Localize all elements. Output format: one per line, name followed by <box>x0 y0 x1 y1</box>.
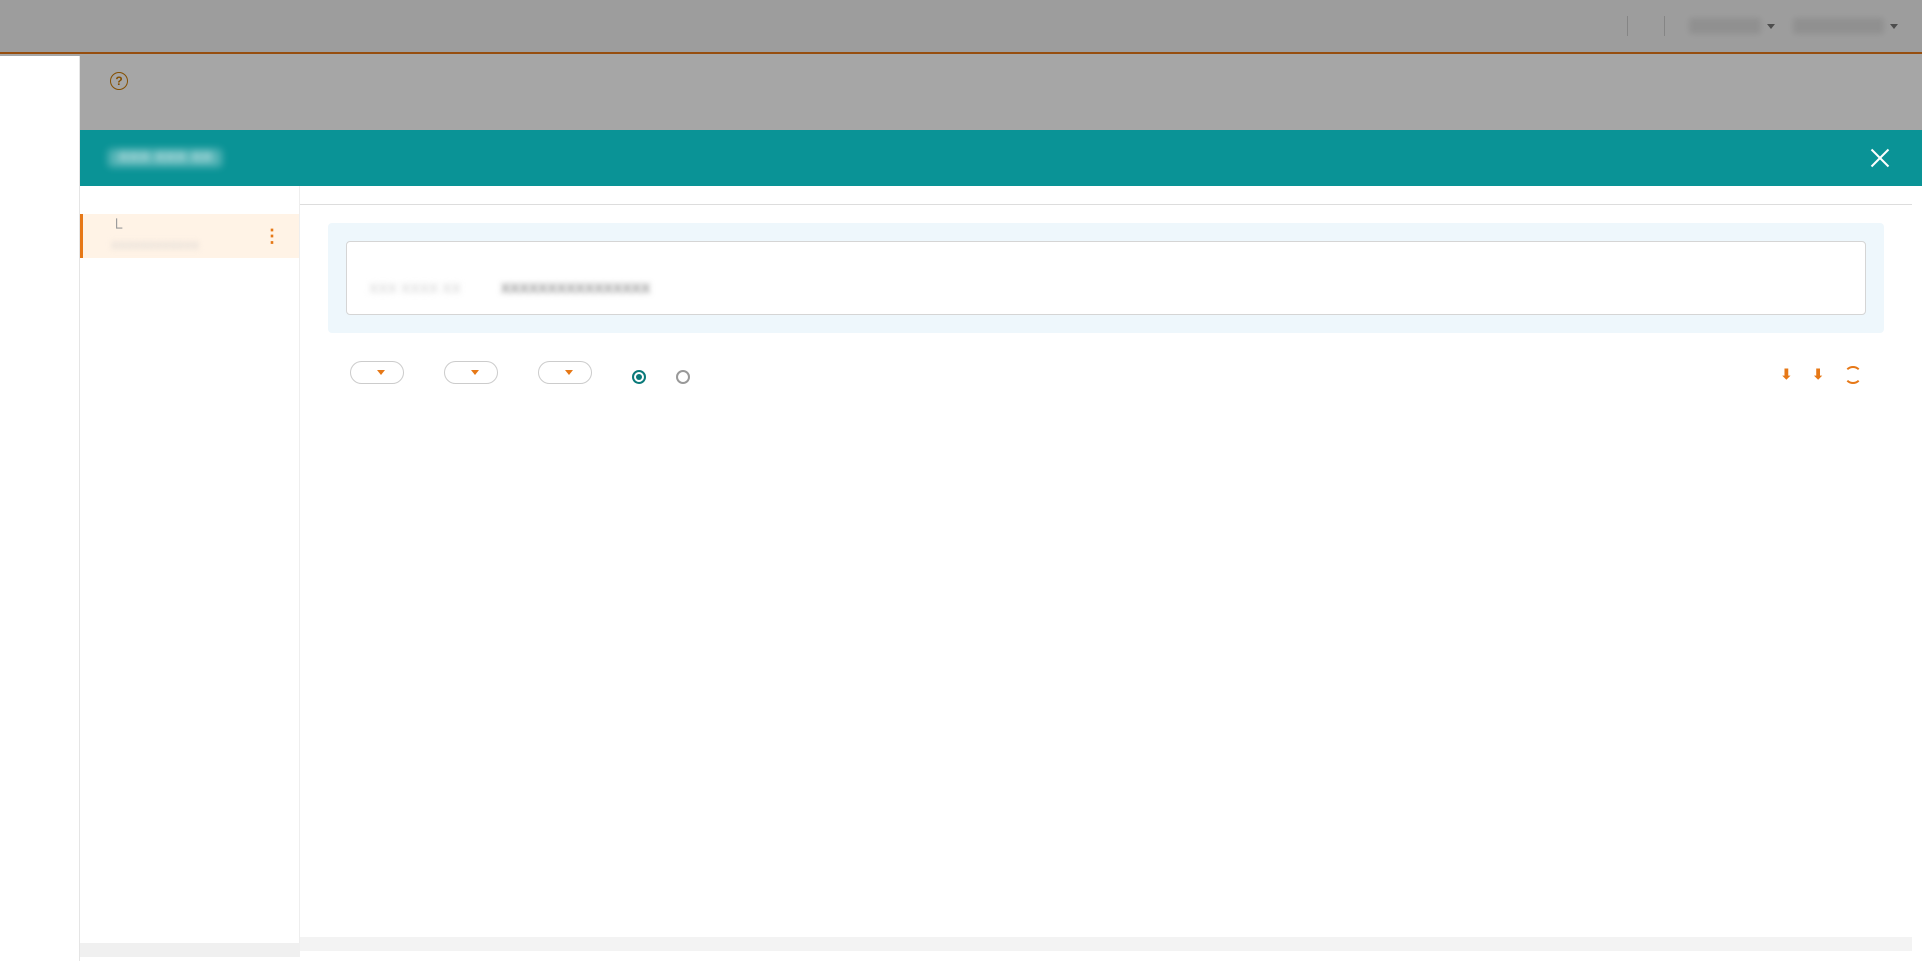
left-rail <box>0 56 80 961</box>
refresh-icon[interactable] <box>1844 366 1862 384</box>
chevron-down-icon <box>1890 24 1898 29</box>
overview-sidebar: └ XXXXXXXXXXXX ⋮ <box>80 186 300 943</box>
overview-heading <box>80 186 299 214</box>
mode-bps-radio[interactable] <box>632 370 652 384</box>
sidebar-item-moe[interactable]: └ XXXXXXXXXXXX ⋮ <box>80 214 299 258</box>
separator <box>1627 16 1628 36</box>
duration-control <box>444 353 498 384</box>
download-icon: ⬇ <box>1781 366 1793 383</box>
help-icon[interactable]: ? <box>110 72 128 90</box>
main-scrollbar[interactable] <box>300 937 1912 951</box>
timezone-select[interactable] <box>538 361 592 384</box>
chart-legend <box>1602 404 1872 559</box>
close-icon[interactable] <box>1866 144 1894 172</box>
location-banner: XXX XXX XX <box>80 130 1922 186</box>
page-header: ? <box>100 72 128 90</box>
chart-type-control <box>350 353 404 384</box>
topbar-right: XXXXXX XXXXXXXX <box>1609 16 1898 36</box>
more-icon[interactable]: ⋮ <box>263 226 281 247</box>
topbar: XXXXXX XXXXXXXX <box>0 0 1922 54</box>
chart-type-select[interactable] <box>350 361 404 384</box>
sidebar-scrollbar[interactable] <box>80 943 300 957</box>
separator <box>1664 16 1665 36</box>
chart-area <box>350 404 1572 559</box>
chevron-down-icon <box>565 370 573 375</box>
info-box: XXX XXXX XX XXXXXXXXXXXXXXXX <box>346 241 1866 315</box>
main-panel: XXX XXXX XX XXXXXXXXXXXXXXXX <box>300 186 1912 951</box>
location-prefix-blur: XXX XXX XX <box>108 149 222 167</box>
chevron-down-icon <box>471 370 479 375</box>
timezone-control <box>538 353 592 384</box>
location-value: XXX XXXX XX <box>369 280 461 296</box>
mode-control <box>632 362 696 384</box>
sidebar-item-sub: XXXXXXXXXXXX <box>111 240 199 252</box>
radio-icon <box>676 370 690 384</box>
duration-select[interactable] <box>444 361 498 384</box>
radio-icon <box>632 370 646 384</box>
account-value: XXXXXXXX <box>1793 18 1884 34</box>
eid-dropdown[interactable]: XXXXXX <box>1683 18 1775 34</box>
chevron-down-icon <box>377 370 385 375</box>
detail-tabs <box>300 186 1912 205</box>
mode-pct-radio[interactable] <box>676 370 696 384</box>
tree-icon: └ <box>111 220 122 237</box>
download-icon: ⬇ <box>1812 366 1824 383</box>
account-dropdown[interactable]: XXXXXXXX <box>1793 18 1898 34</box>
export-pdf-button[interactable]: ⬇ <box>1781 366 1797 383</box>
chart-controls: ⬇ ⬇ <box>300 333 1912 394</box>
chevron-down-icon <box>1767 24 1775 29</box>
info-grid: XXX XXXX XX XXXXXXXXXXXXXXXX <box>369 274 1843 296</box>
chart-wrap <box>300 394 1912 579</box>
info-section: XXX XXXX XX XXXXXXXXXXXXXXXX <box>328 223 1884 333</box>
utilization-chart <box>350 404 650 554</box>
circuit-value: XXXXXXXXXXXXXXXX <box>501 280 650 296</box>
eid-value: XXXXXX <box>1689 18 1761 34</box>
export-csv-button[interactable]: ⬇ <box>1812 366 1828 383</box>
export-buttons: ⬇ ⬇ <box>1781 366 1862 384</box>
